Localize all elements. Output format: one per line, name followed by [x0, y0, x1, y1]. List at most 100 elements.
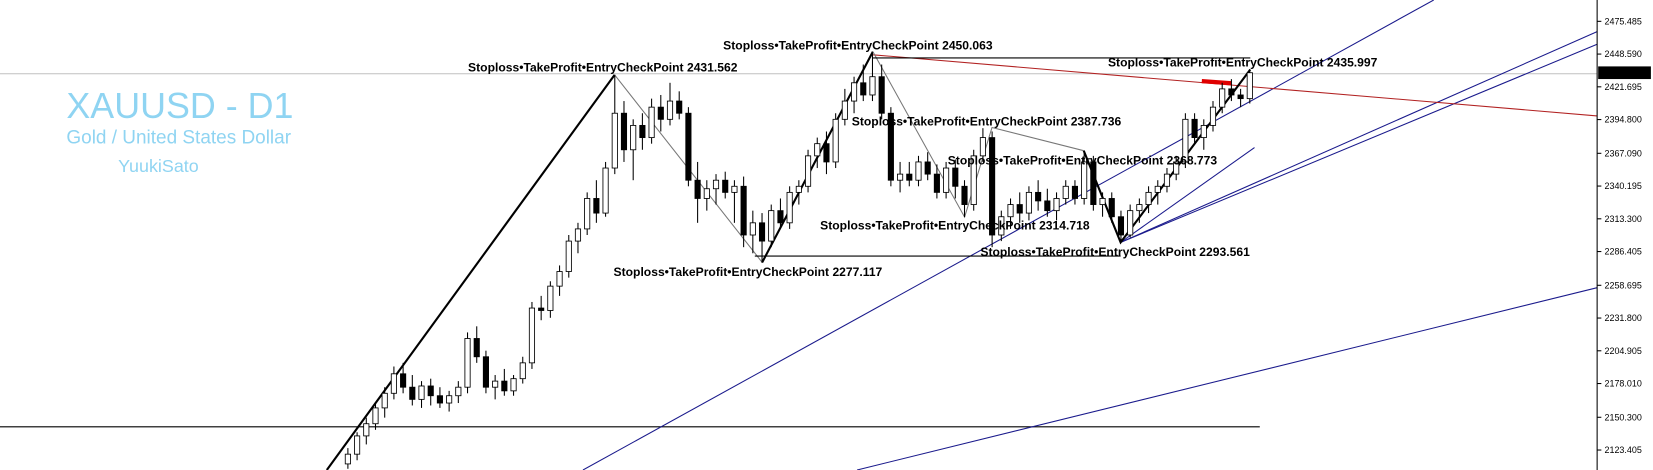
y-tick-label: 2340.195	[1605, 181, 1642, 191]
candle-body	[1219, 88, 1226, 108]
candle-body	[851, 82, 858, 102]
candle-body	[823, 143, 830, 163]
candle-body	[970, 155, 977, 205]
candle-body	[897, 173, 904, 181]
candle-body	[666, 100, 674, 120]
candle-body	[694, 179, 701, 199]
annotation: Stoploss•TakeProfit•EntryCheckPoint 2314…	[820, 219, 1090, 233]
candle-body	[841, 100, 848, 120]
y-tick-label: 2178.010	[1605, 379, 1642, 389]
candle-body	[418, 385, 425, 400]
marker	[1201, 79, 1232, 86]
candle-body	[344, 453, 351, 465]
candle-body	[574, 228, 582, 242]
candle-body	[1053, 198, 1060, 212]
candle-body	[749, 222, 756, 236]
annotations: Stoploss•TakeProfit•EntryCheckPoint 2431…	[468, 39, 1378, 280]
y-tick-label: 2313.300	[1605, 214, 1642, 224]
candle-body	[1099, 198, 1106, 205]
candle-body	[1182, 118, 1189, 163]
annotation: Stoploss•TakeProfit•EntryCheckPoint 2450…	[723, 39, 993, 53]
title: XAUUSD - D1	[66, 86, 293, 126]
candle-body	[786, 191, 793, 224]
candle-body	[731, 185, 738, 193]
candle-body	[943, 167, 950, 193]
resistance-line	[872, 54, 1598, 117]
candle-body	[933, 173, 940, 193]
candle-body	[446, 395, 453, 404]
candle-body	[1035, 191, 1042, 202]
candle-body	[565, 240, 572, 272]
candle-body	[924, 161, 931, 175]
zigzag	[872, 51, 1084, 219]
candle-body	[712, 179, 720, 190]
candle-body	[409, 386, 416, 400]
candle-body	[584, 198, 591, 230]
candle-body	[611, 112, 618, 169]
candle-body	[1145, 191, 1152, 205]
candle-body	[1237, 94, 1244, 100]
y-tick-label: 2394.800	[1605, 115, 1642, 125]
candle-body	[648, 106, 655, 139]
y-tick-label: 2258.695	[1605, 280, 1642, 290]
candle-body	[1025, 191, 1032, 214]
candle-body	[676, 100, 683, 114]
candle-body	[878, 76, 885, 114]
candle-body	[989, 137, 996, 236]
candle-body	[814, 143, 821, 157]
author: YuukiSato	[118, 156, 199, 176]
candle-body	[740, 185, 747, 236]
candle-body	[906, 173, 913, 181]
candle-body	[519, 362, 526, 380]
candle-body	[455, 386, 462, 397]
candle-body	[1154, 185, 1161, 193]
candle-body	[372, 407, 379, 425]
candle-body	[952, 167, 959, 187]
candle-body	[1136, 204, 1143, 212]
candle-body	[510, 378, 517, 392]
candle-body	[556, 271, 563, 287]
candle-body	[1081, 161, 1088, 199]
y-tick-label: 2123.405	[1605, 445, 1642, 455]
candle-body	[363, 423, 370, 437]
candle-body	[869, 76, 876, 96]
candle-body	[777, 210, 784, 224]
candle-body	[620, 112, 628, 151]
candle-body	[482, 356, 489, 388]
candle-body	[998, 216, 1005, 236]
candles	[344, 52, 1253, 469]
candle-body	[538, 307, 545, 311]
trend-line	[856, 287, 1598, 470]
y-tick-label: 2367.090	[1605, 148, 1642, 158]
annotation: Stoploss•TakeProfit•EntryCheckPoint 2277…	[614, 265, 883, 279]
y-tick-label: 2150.300	[1605, 412, 1642, 422]
candle-body	[1246, 72, 1253, 100]
y-tick-label: 2231.800	[1605, 313, 1642, 323]
y-tick-label: 2448.590	[1605, 49, 1642, 59]
trend-line	[1120, 43, 1598, 243]
candle-body	[1090, 161, 1097, 205]
candle-body	[473, 338, 480, 358]
candle-body	[1200, 124, 1207, 139]
candle-body	[528, 307, 536, 364]
candle-body	[1127, 210, 1134, 236]
candle-body	[639, 124, 646, 139]
candle-body	[400, 373, 407, 388]
trend-line	[1120, 31, 1598, 243]
candle-body	[547, 285, 554, 311]
annotation: Stoploss•TakeProfit•EntryCheckPoint 2435…	[1108, 55, 1378, 69]
annotation: Stoploss•TakeProfit•EntryCheckPoint 2431…	[468, 61, 738, 75]
candle-body	[1228, 88, 1235, 96]
candle-body	[1163, 173, 1171, 187]
trend-line	[1120, 147, 1255, 243]
candle-body	[961, 185, 968, 205]
candle-body	[685, 112, 692, 181]
candle-body	[354, 435, 361, 455]
candle-body	[758, 222, 766, 242]
candle-body	[1007, 204, 1014, 218]
candle-body	[1108, 198, 1115, 218]
y-tick-label: 2421.695	[1605, 82, 1642, 92]
candle-body	[1016, 204, 1023, 214]
